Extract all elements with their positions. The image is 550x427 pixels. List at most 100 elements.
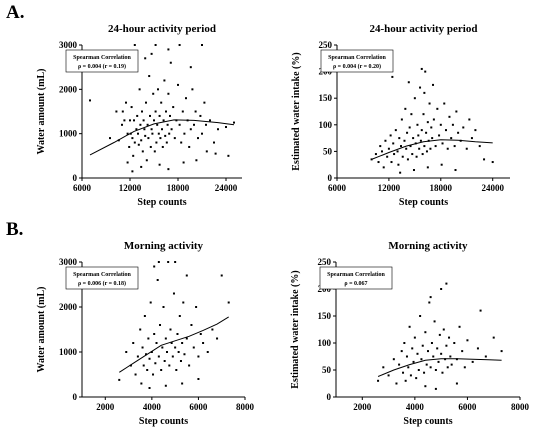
data-point — [434, 145, 437, 148]
data-point — [178, 315, 181, 317]
x-tick-label: 4000 — [143, 402, 162, 412]
data-point — [182, 161, 185, 164]
data-point — [143, 315, 146, 317]
data-point — [389, 134, 392, 137]
chart-2: 24-hour activity period 6000 12000 18000 240… — [291, 23, 510, 208]
y-tick-label: 50 — [323, 146, 333, 156]
data-point — [142, 364, 145, 367]
data-point — [478, 145, 481, 148]
data-point — [153, 150, 156, 153]
data-point — [432, 83, 435, 86]
data-point — [126, 161, 129, 164]
data-point — [132, 342, 135, 344]
data-point — [446, 147, 449, 150]
data-point — [434, 369, 437, 371]
data-point — [395, 382, 398, 385]
x-tick-label: 6000 — [458, 402, 477, 412]
data-point — [483, 158, 486, 161]
data-point — [442, 328, 445, 331]
data-point — [416, 123, 419, 126]
data-point — [382, 366, 385, 369]
annotation-title: Spearman Correlation — [327, 272, 385, 278]
data-point — [444, 129, 447, 132]
data-point — [135, 128, 138, 131]
data-point — [156, 279, 159, 281]
data-point — [154, 110, 157, 113]
data-point — [167, 168, 170, 171]
data-point — [188, 145, 191, 148]
data-point — [415, 155, 418, 158]
data-point — [185, 337, 188, 340]
data-point — [445, 282, 448, 285]
data-point — [217, 128, 219, 131]
data-point — [425, 150, 428, 153]
y-tick-label: 250 — [319, 40, 333, 50]
data-point — [429, 147, 432, 150]
data-point — [154, 44, 157, 46]
data-point — [128, 145, 131, 148]
data-point — [181, 110, 184, 113]
data-point — [417, 134, 420, 137]
x-tick-label: 8000 — [236, 402, 255, 412]
chart-title: Morning activity — [388, 240, 468, 252]
data-point — [130, 106, 133, 109]
data-point — [161, 346, 164, 349]
y-tick-label: 150 — [319, 93, 333, 103]
annotation-statistic: ρ = 0.006 (r = 0.18) — [78, 280, 126, 287]
data-point — [139, 328, 142, 331]
data-point — [133, 141, 136, 144]
annotation-title: Spearman Correlation — [328, 55, 386, 61]
data-point — [195, 159, 198, 162]
data-point — [426, 121, 429, 124]
data-point — [141, 110, 143, 113]
data-point — [413, 336, 416, 339]
data-point — [416, 352, 419, 355]
data-point — [197, 137, 199, 140]
data-point — [121, 123, 123, 126]
data-point — [411, 347, 414, 350]
data-point — [466, 339, 469, 342]
annotation-title: Spearman Correlation — [73, 55, 131, 61]
data-point — [139, 123, 142, 126]
data-point — [167, 92, 170, 95]
data-point — [140, 382, 143, 385]
data-point — [399, 171, 402, 174]
data-point — [170, 128, 173, 131]
data-point — [158, 163, 161, 166]
data-point — [169, 114, 171, 117]
y-tick-label: 0 — [73, 173, 78, 183]
data-point — [443, 102, 446, 105]
data-point — [201, 44, 203, 46]
correlation-annotation: Spearman Correlation ρ = 0.004 (r = 0.20) — [320, 49, 394, 73]
data-point — [136, 114, 139, 117]
data-point — [409, 374, 412, 377]
data-point — [419, 315, 422, 317]
data-point — [118, 378, 121, 381]
data-point — [174, 346, 177, 349]
data-point — [173, 137, 176, 140]
data-point — [167, 48, 170, 51]
data-point — [431, 137, 434, 140]
y-tick-label: 1000 — [59, 347, 78, 357]
data-point — [379, 145, 382, 148]
data-point — [140, 165, 143, 168]
x-axis-label: Step counts — [137, 197, 186, 208]
data-point — [123, 119, 126, 122]
data-point — [164, 337, 167, 340]
data-point — [426, 166, 429, 169]
data-point — [418, 147, 421, 150]
data-point — [166, 123, 169, 126]
data-point — [185, 97, 187, 100]
data-point — [160, 369, 163, 371]
data-point — [500, 350, 503, 353]
data-point — [398, 137, 401, 140]
data-point — [430, 342, 433, 344]
data-point — [141, 346, 144, 349]
y-axis-label: Estimated water intake (%) — [291, 52, 302, 170]
data-point — [450, 363, 453, 366]
data-point — [137, 143, 140, 146]
data-point — [425, 131, 428, 134]
data-point — [437, 360, 440, 363]
data-point — [146, 369, 149, 371]
data-point — [468, 118, 471, 121]
